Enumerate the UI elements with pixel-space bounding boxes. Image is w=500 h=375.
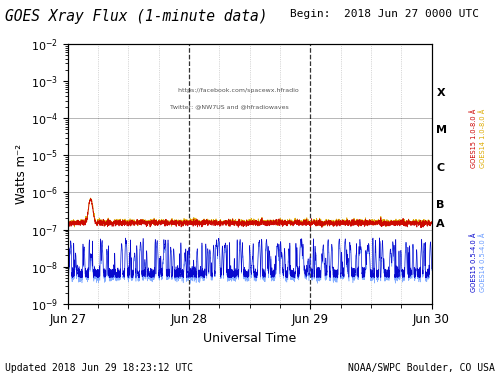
Text: Begin:  2018 Jun 27 0000 UTC: Begin: 2018 Jun 27 0000 UTC xyxy=(290,9,479,20)
Y-axis label: Watts m⁻²: Watts m⁻² xyxy=(15,144,28,204)
Text: Updated 2018 Jun 29 18:23:12 UTC: Updated 2018 Jun 29 18:23:12 UTC xyxy=(5,363,193,373)
Text: GOES15 0.5-4.0 Å: GOES15 0.5-4.0 Å xyxy=(470,233,478,292)
X-axis label: Universal Time: Universal Time xyxy=(203,332,296,345)
Text: NOAA/SWPC Boulder, CO USA: NOAA/SWPC Boulder, CO USA xyxy=(348,363,495,373)
Text: Twitter: @NW7US and @hfradiowaves: Twitter: @NW7US and @hfradiowaves xyxy=(170,104,288,109)
Text: GOES15 1.0-8.0 Å: GOES15 1.0-8.0 Å xyxy=(470,109,478,168)
Text: https://facebook.com/spacewx.hfradio: https://facebook.com/spacewx.hfradio xyxy=(170,88,298,93)
Text: GOES14 1.0-8.0 Å: GOES14 1.0-8.0 Å xyxy=(479,109,486,168)
Text: GOES Xray Flux (1-minute data): GOES Xray Flux (1-minute data) xyxy=(5,9,268,24)
Text: GOES14 0.5-4.0 Å: GOES14 0.5-4.0 Å xyxy=(479,233,486,292)
